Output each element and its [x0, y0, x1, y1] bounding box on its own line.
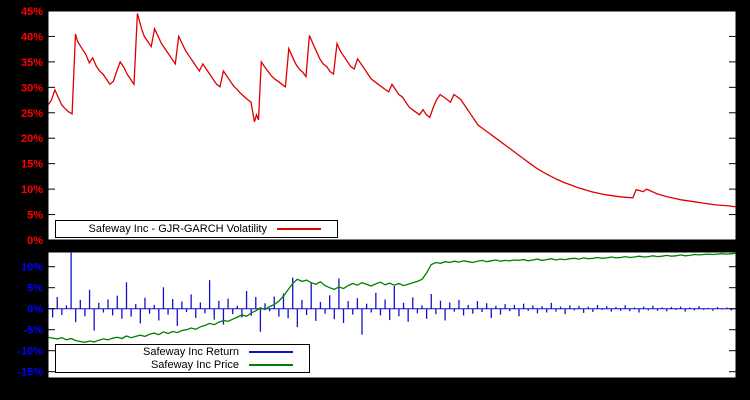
volatility-plot-ytick-label: 30% — [21, 82, 43, 94]
returns-plot-ytick-label: 10% — [21, 262, 43, 274]
volatility-plot-ytick-label: 0% — [27, 235, 43, 247]
price-legend-line-icon — [249, 364, 293, 366]
return-legend-line-icon — [249, 351, 293, 353]
volatility-plot-ytick-label: 10% — [21, 184, 43, 196]
price-legend-row: Safeway Inc Price — [56, 359, 309, 372]
price-legend-label: Safeway Inc Price — [150, 358, 239, 371]
volatility-plot-area — [47, 10, 737, 241]
volatility-legend: Safeway Inc - GJR-GARCH Volatility — [55, 220, 338, 238]
volatility-plot-ytick-label: 40% — [21, 31, 43, 43]
volatility-plot-ytick-label: 5% — [27, 210, 43, 222]
volatility-plot-ytick-label: 15% — [21, 159, 43, 171]
volatility-plot-ytick-label: 20% — [21, 133, 43, 145]
return-legend-label: Safeway Inc Return — [143, 345, 239, 358]
series-line — [48, 252, 736, 343]
returns-plot-ytick-label: -10% — [17, 346, 43, 358]
returns-plot-ytick-label: 0% — [27, 304, 43, 316]
returns-plot-ytick-label: 5% — [27, 283, 43, 295]
return-legend-row: Safeway Inc Return — [56, 346, 309, 359]
series-line — [48, 13, 736, 208]
volatility-legend-line-icon — [277, 228, 321, 230]
volatility-plot-ytick-label: 25% — [21, 108, 43, 120]
volatility-plot-ytick-label: 35% — [21, 57, 43, 69]
volatility-plot-ytick-label: 45% — [21, 6, 43, 18]
returns-legend: Safeway Inc Return Safeway Inc Price — [55, 344, 310, 373]
returns-plot-ytick-label: -5% — [23, 325, 43, 337]
volatility-legend-label: Safeway Inc - GJR-GARCH Volatility — [88, 222, 268, 235]
returns-plot-ytick-label: -15% — [17, 367, 43, 379]
volatility-plot-series — [48, 13, 736, 208]
